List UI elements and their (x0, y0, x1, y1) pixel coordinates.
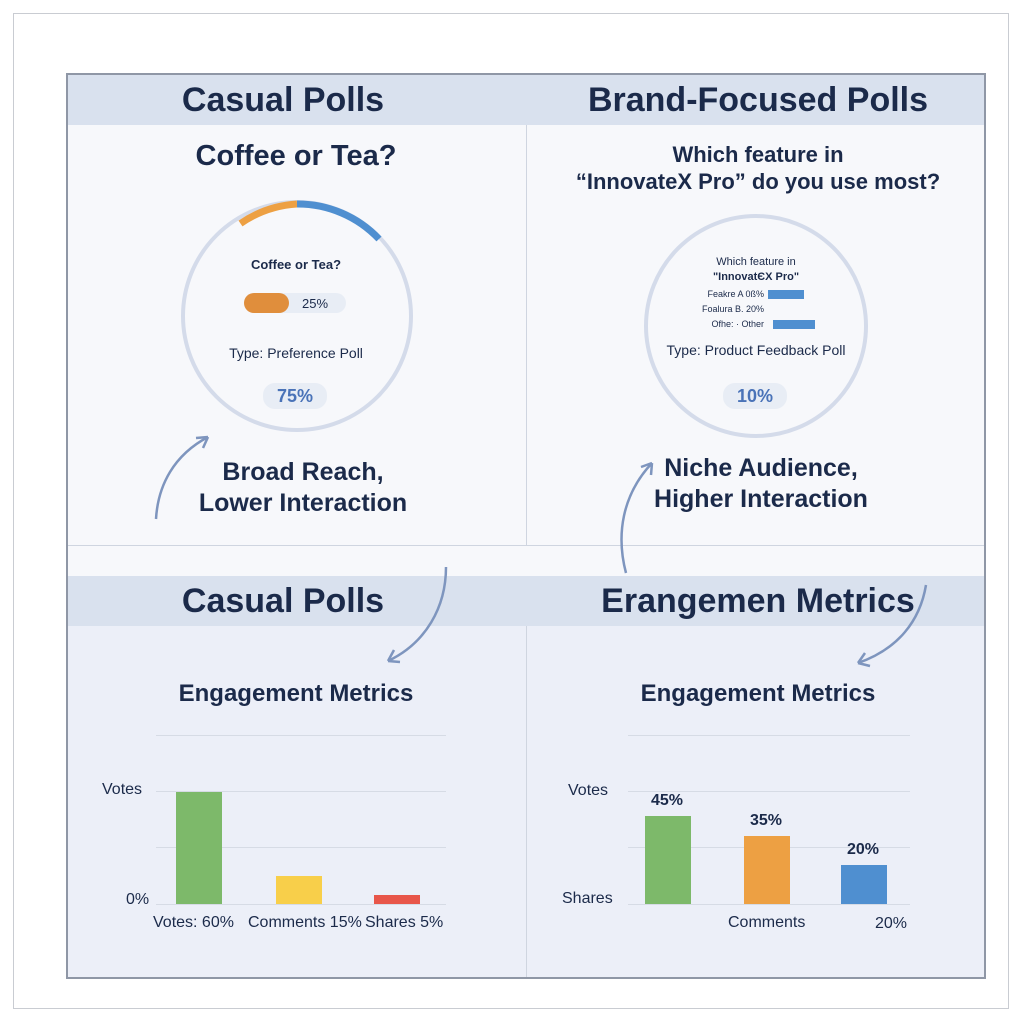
tick-label: Votes: 60% (153, 914, 234, 931)
y-axis-label-shares: Shares (562, 890, 613, 907)
feature-row-label: Ofhe: · Other (711, 319, 764, 329)
engagement-metrics-header-bottom: Erangemen Metrics (601, 582, 915, 620)
brand-caption-line-1: Niche Audience, (664, 454, 858, 482)
widget-question-line-1: Which feature in (716, 256, 796, 268)
casual-polls-header: Casual Polls (181, 81, 385, 119)
brand-poll-percentage-badge: 10% (723, 383, 787, 409)
baseline (156, 904, 446, 905)
gridline (628, 791, 910, 792)
x-axis-label-comments: Comments (728, 914, 806, 931)
value-label: 35% (750, 812, 783, 829)
y-axis-label-zero: 0% (126, 891, 150, 908)
outer-frame: Casual Polls Coffee or Tea? Coffee or Te… (13, 13, 1009, 1009)
bar-shares (374, 895, 420, 904)
vertical-divider-top (526, 125, 527, 545)
casual-poll-progress-arc (238, 200, 382, 242)
brand-engagement-title: Engagement Metrics (640, 680, 876, 707)
coffee-tea-title: Coffee or Tea? (195, 140, 397, 172)
comparison-panel: Casual Polls Coffee or Tea? Coffee or Te… (66, 73, 986, 979)
gridline (628, 735, 910, 736)
baseline (628, 904, 910, 905)
gridline (156, 735, 446, 736)
middle-header-band (68, 576, 984, 626)
top-header-band (68, 75, 984, 125)
gridline (156, 847, 446, 848)
preference-bar-fill (244, 293, 289, 313)
feature-row-bar (773, 320, 815, 329)
brand-title-line-1: Which feature in (672, 142, 844, 167)
feature-row-bar (768, 290, 804, 299)
brand-caption: Niche Audience, Higher Interaction (616, 453, 906, 515)
brand-poll-title: Which feature in “InnovateX Pro” do you … (528, 141, 984, 195)
casual-engagement-title: Engagement Metrics (178, 680, 414, 707)
brand-widget-question: Which feature in "InnovatЄX Pro" (656, 255, 856, 285)
bar-comments (276, 876, 322, 904)
x-axis-label-right: 20% (875, 915, 908, 932)
curved-arrow-up-left (154, 435, 210, 520)
feature-row-label: Feakre A 0ß% (707, 289, 764, 299)
preference-bar-track (244, 293, 346, 313)
curved-arrow-down-right (856, 584, 928, 668)
brand-focused-header: Brand-Focused Polls (587, 81, 929, 119)
widget-question-line-2: "InnovatЄX Pro" (712, 271, 800, 283)
bar-shares (841, 865, 887, 904)
brand-poll-circle (644, 214, 868, 438)
bar-votes (645, 816, 691, 904)
poll-percentage-badge: 75% (263, 383, 327, 409)
casual-polls-header-bottom: Casual Polls (181, 582, 385, 620)
poll-type-label: Type: Preference Poll (229, 345, 363, 361)
vertical-divider-bottom (526, 626, 527, 977)
curved-arrow-up-right (620, 461, 654, 574)
caption-line-1: Broad Reach, (222, 458, 384, 486)
preference-bar-label: 25% (302, 296, 329, 311)
tick-label: Comments 15% (248, 914, 362, 931)
brand-caption-line-2: Higher Interaction (654, 485, 868, 513)
casual-caption: Broad Reach, Lower Interaction (158, 457, 448, 519)
widget-question: Coffee or Tea? (250, 257, 342, 272)
brand-poll-type-label: Type: Product Feedback Poll (666, 342, 846, 358)
y-axis-label-votes: Votes (102, 781, 143, 798)
feature-row-label: Foalura B. 20% (701, 304, 764, 314)
y-axis-label-votes: Votes (568, 782, 609, 799)
tick-label: Shares 5% (365, 914, 444, 931)
curved-arrow-down-left (386, 566, 448, 664)
brand-title-line-2: “InnovateX Pro” do you use most? (575, 169, 941, 194)
gridline (156, 791, 446, 792)
bar-votes (176, 792, 222, 904)
caption-line-2: Lower Interaction (198, 489, 408, 517)
value-label: 20% (847, 841, 880, 858)
bar-comments (744, 836, 790, 904)
horizontal-divider (68, 545, 984, 546)
value-label: 45% (651, 792, 684, 809)
